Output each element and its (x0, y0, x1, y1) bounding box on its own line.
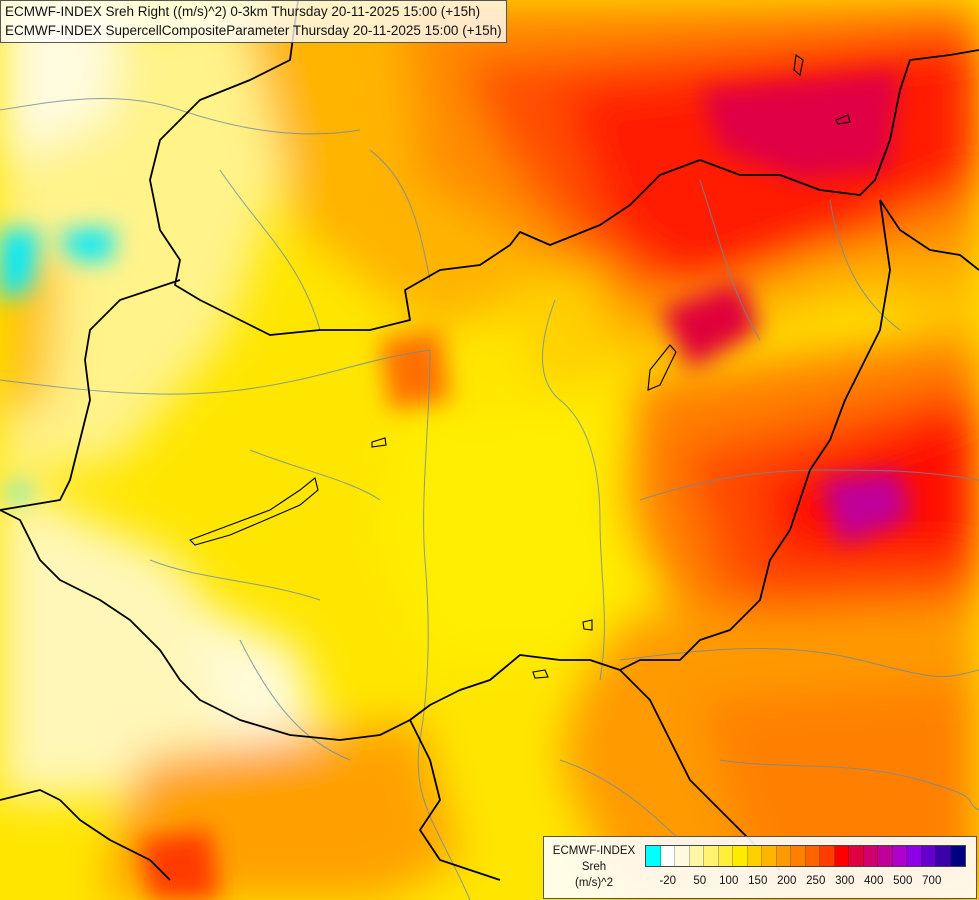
legend-swatch (863, 846, 878, 866)
legend-swatch (834, 846, 849, 866)
legend-swatch (762, 846, 777, 866)
legend-swatch (936, 846, 951, 866)
title-line-sreh: ECMWF-INDEX Sreh Right ((m/s)^2) 0-3km T… (5, 4, 481, 19)
legend-tick-label: 400 (864, 875, 884, 887)
legend-tick-label: 50 (693, 875, 707, 887)
legend-swatch (849, 846, 864, 866)
legend-swatches (645, 845, 966, 867)
legend-swatch (805, 846, 820, 866)
legend-tick-label: 100 (719, 875, 739, 887)
legend-title: ECMWF-INDEX Sreh (m/s)^2 (546, 843, 642, 891)
map-title-box: ECMWF-INDEX Sreh Right ((m/s)^2) 0-3km T… (0, 0, 507, 43)
legend-swatch (733, 846, 748, 866)
legend-swatch (646, 846, 661, 866)
legend-swatch (878, 846, 893, 866)
legend-swatch (907, 846, 922, 866)
legend-tick-label: -20 (659, 875, 677, 887)
title-line-scp: ECMWF-INDEX SupercellCompositeParameter … (5, 23, 502, 38)
legend-swatch (660, 846, 675, 866)
legend-tick-label: 200 (777, 875, 797, 887)
legend-swatch (921, 846, 936, 866)
legend-unit: (m/s)^2 (575, 877, 613, 889)
scp-contours (189, 54, 851, 679)
legend-swatch (689, 846, 704, 866)
color-legend: ECMWF-INDEX Sreh (m/s)^2 -20 50 100 150 200 2… (543, 836, 977, 899)
legend-swatch (704, 846, 719, 866)
legend-tick-label: 700 (922, 875, 942, 887)
legend-swatch (950, 846, 965, 866)
legend-tick-label: 150 (748, 875, 768, 887)
legend-swatch (747, 846, 762, 866)
legend-tick-label: 500 (893, 875, 913, 887)
legend-swatch (776, 846, 791, 866)
legend-swatch (820, 846, 835, 866)
legend-parameter: Sreh (581, 861, 607, 873)
legend-swatch (718, 846, 733, 866)
legend-swatch (892, 846, 907, 866)
legend-tick-label: 300 (835, 875, 855, 887)
legend-model: ECMWF-INDEX (552, 845, 636, 857)
legend-swatch (791, 846, 806, 866)
legend-tick-label: 250 (806, 875, 826, 887)
legend-swatch (675, 846, 690, 866)
